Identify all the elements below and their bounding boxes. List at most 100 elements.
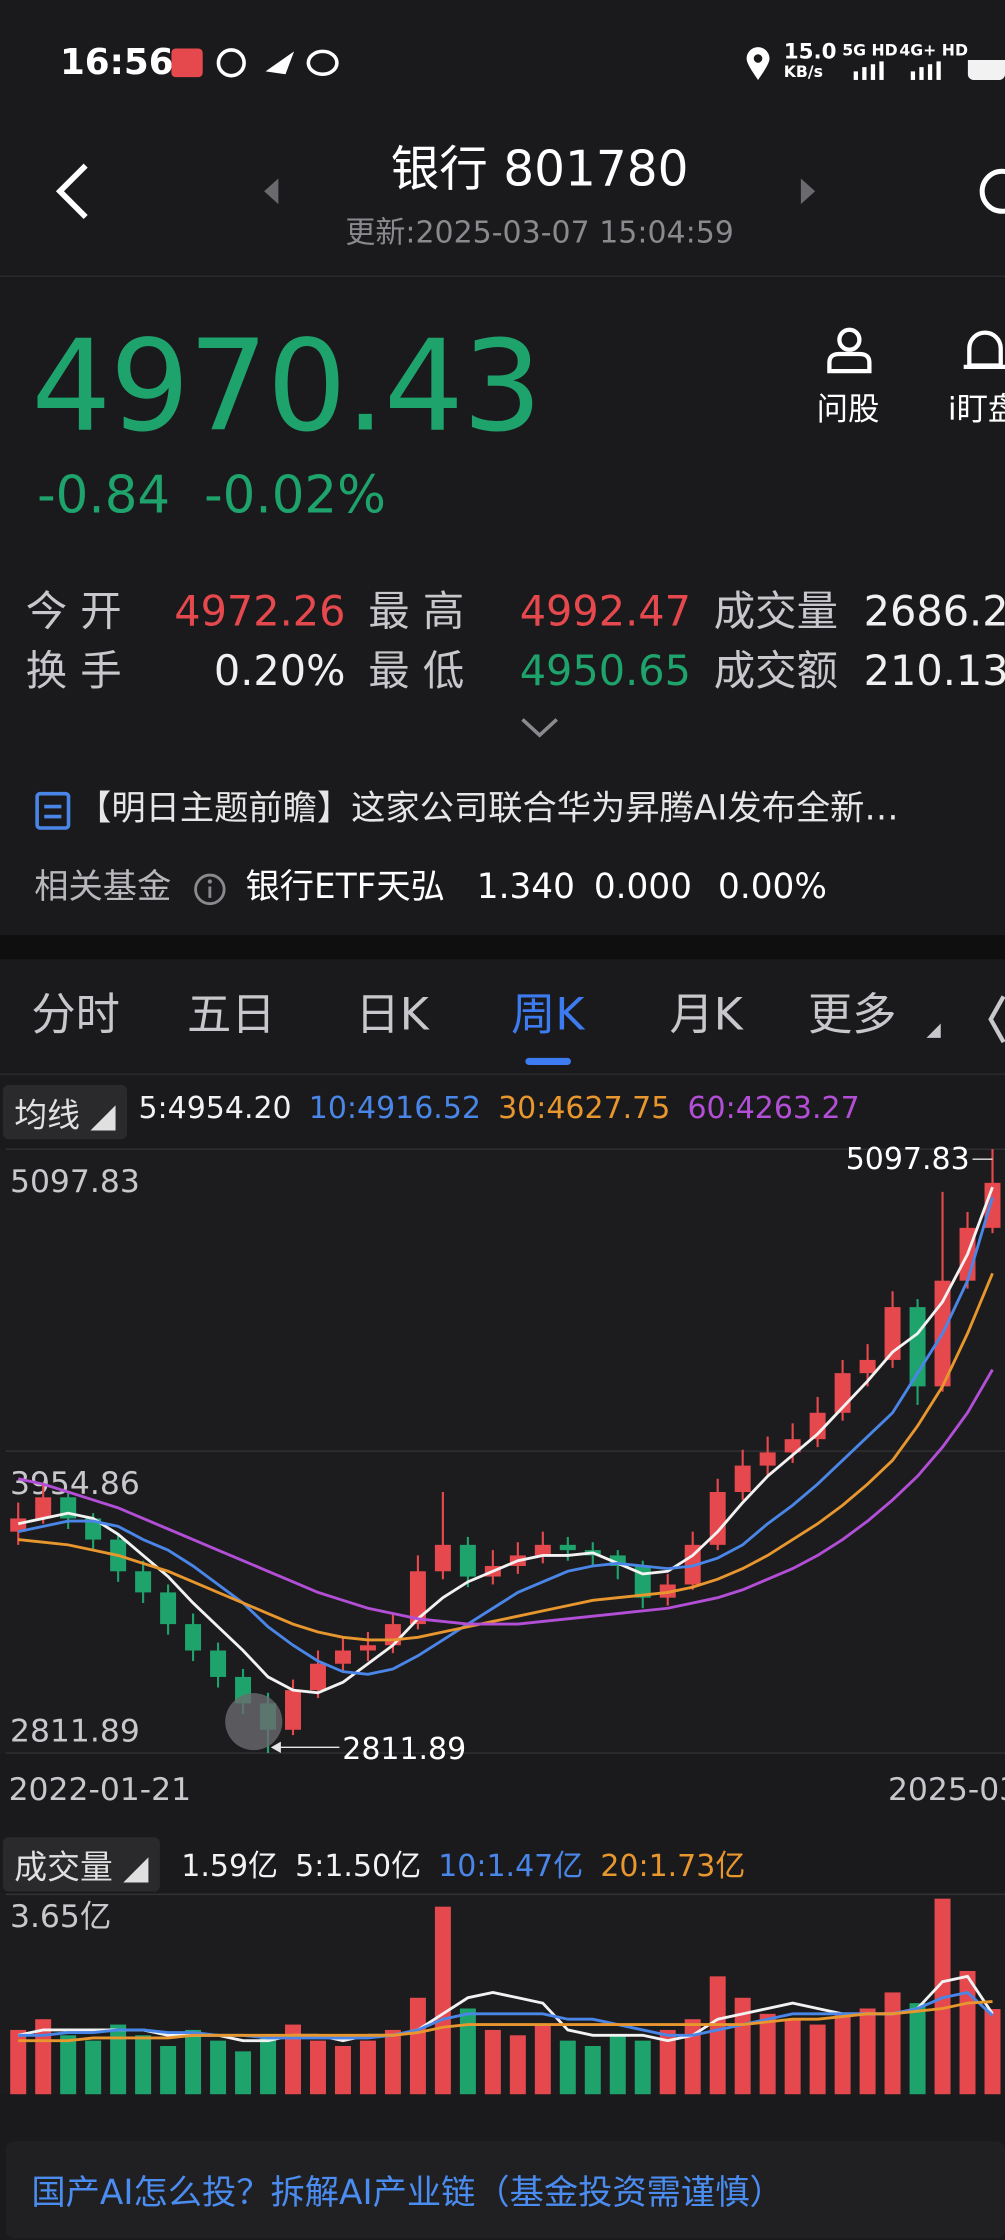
- volume-bar: [659, 2029, 676, 2095]
- candle-body: [359, 1645, 376, 1651]
- high-label: 5097.83: [846, 1142, 970, 1177]
- status-icons: [171, 48, 339, 78]
- ma-button-label[interactable]: 均线: [14, 1097, 80, 1135]
- candle-body: [709, 1492, 726, 1545]
- candle-body: [85, 1518, 102, 1540]
- volume-bar: [434, 1906, 451, 2095]
- next-arrow[interactable]: [799, 177, 816, 206]
- candle-body: [459, 1544, 476, 1577]
- tab-underline: [525, 1057, 572, 1065]
- candle-body: [809, 1412, 826, 1440]
- stat-value: 4992.47: [519, 586, 691, 636]
- candle-body: [784, 1439, 801, 1453]
- volume-button[interactable]: 成交量 ◢: [2, 1837, 160, 1892]
- stat-value: 2686.21: [863, 586, 1005, 636]
- stat-value: 0.20%: [213, 646, 346, 696]
- more-caret: [926, 1023, 941, 1038]
- banner-box[interactable]: [5, 2141, 1005, 2239]
- stat-value: 4972.26: [174, 586, 346, 636]
- collapse-button[interactable]: [985, 991, 1005, 1048]
- volume-bar: [409, 1997, 426, 2095]
- tab[interactable]: 分时: [31, 989, 120, 1041]
- tab[interactable]: 月K: [669, 989, 743, 1041]
- y-tick-label: 5097.83: [10, 1164, 140, 1200]
- candle-body: [609, 1555, 626, 1566]
- watch-button[interactable]: i盯盘: [947, 392, 1005, 429]
- volume-button-label[interactable]: 成交量: [14, 1850, 113, 1888]
- volume-bar: [459, 2008, 476, 2095]
- candle-body: [734, 1465, 751, 1493]
- volume-ma-line: [18, 1990, 994, 2040]
- volume-bar: [534, 2024, 551, 2095]
- clock: 16:56: [59, 41, 174, 83]
- volume-legend-item: 10:1.47亿: [438, 1848, 584, 1883]
- divider: [0, 1073, 1005, 1075]
- banner-text[interactable]: 国产AI怎么投？拆解AI产业链（基金投资需谨慎）: [31, 2172, 784, 2213]
- candle-body: [309, 1663, 326, 1691]
- stat-value: 210.13: [863, 646, 1005, 696]
- ask-button[interactable]: 问股: [816, 392, 880, 429]
- expand-chevron[interactable]: [520, 717, 560, 740]
- tab[interactable]: 五日: [187, 989, 276, 1041]
- volume-ma-line: [18, 2000, 993, 2043]
- y-tick-label: 3954.86: [10, 1466, 140, 1502]
- volume-bar: [484, 2029, 501, 2095]
- ma-line: [17, 1196, 994, 1676]
- sim-1: 5G HD: [842, 41, 898, 60]
- volume-bar: [759, 2013, 776, 2095]
- stat-label: 最 高: [368, 586, 465, 636]
- x-end-label: 2025-03: [887, 1773, 1005, 1809]
- candle-body: [759, 1452, 776, 1466]
- back-button[interactable]: [51, 160, 94, 223]
- stat-label: 换 手: [25, 646, 122, 696]
- volume-bar: [709, 1976, 726, 2095]
- volume-bar: [359, 2040, 376, 2095]
- candle-body: [884, 1307, 901, 1360]
- ma-button[interactable]: 均线 ◢: [2, 1084, 128, 1140]
- volume-bar: [609, 2035, 626, 2095]
- candle-body: [409, 1571, 426, 1625]
- candle-body: [210, 1650, 227, 1677]
- y-tick-label: 3.65亿: [10, 1899, 111, 1935]
- ma-line: [18, 1272, 994, 1642]
- prev-arrow[interactable]: [263, 177, 280, 206]
- volume-bar: [260, 2035, 277, 2095]
- volume-bar: [135, 2035, 152, 2095]
- tab[interactable]: 更多: [807, 989, 897, 1041]
- search-button[interactable]: [971, 166, 1005, 223]
- ma-legend-item: 10:4916.52: [308, 1090, 481, 1125]
- candle-body: [534, 1544, 551, 1556]
- low-arrow: [270, 1741, 281, 1754]
- volume-bar: [10, 2029, 27, 2095]
- fund-name[interactable]: 银行ETF天弘: [245, 866, 445, 907]
- volume-bar: [509, 2035, 526, 2095]
- volume-bar: [684, 2019, 701, 2095]
- volume-bar: [909, 2003, 926, 2095]
- fund-change-pct: 0.00%: [718, 866, 827, 907]
- volume-bar: [984, 2009, 1001, 2095]
- ma-legend-item: 30:4627.75: [498, 1090, 671, 1125]
- volume-bar: [809, 2024, 826, 2095]
- volume-current: 1.59亿: [181, 1848, 279, 1883]
- watch-icon[interactable]: [963, 325, 1005, 376]
- volume-bar: [559, 2040, 576, 2095]
- ask-icon[interactable]: [825, 325, 874, 376]
- info-icon[interactable]: [193, 872, 227, 906]
- tab[interactable]: 周K: [511, 989, 585, 1041]
- y-tick-label: 2811.89: [10, 1714, 140, 1750]
- tab[interactable]: 日K: [355, 989, 429, 1041]
- section-gap: [0, 935, 1005, 960]
- stat-label: 成交额: [713, 646, 838, 696]
- candle-body: [285, 1690, 302, 1730]
- volume-bar: [185, 2029, 202, 2095]
- ma-legend-item: 5:4954.20: [138, 1090, 292, 1125]
- volume-bar: [60, 2035, 77, 2095]
- price-change-pct: -0.02%: [204, 466, 386, 526]
- volume-legend: 1.59亿 5:1.50亿 10:1.47亿 20:1.73亿: [181, 1843, 745, 1886]
- fund-change: 0.000: [593, 866, 692, 907]
- candle-body: [384, 1624, 401, 1646]
- news-headline[interactable]: 【明日主题前瞻】这家公司联合华为昇腾AI发布全新…: [77, 788, 899, 828]
